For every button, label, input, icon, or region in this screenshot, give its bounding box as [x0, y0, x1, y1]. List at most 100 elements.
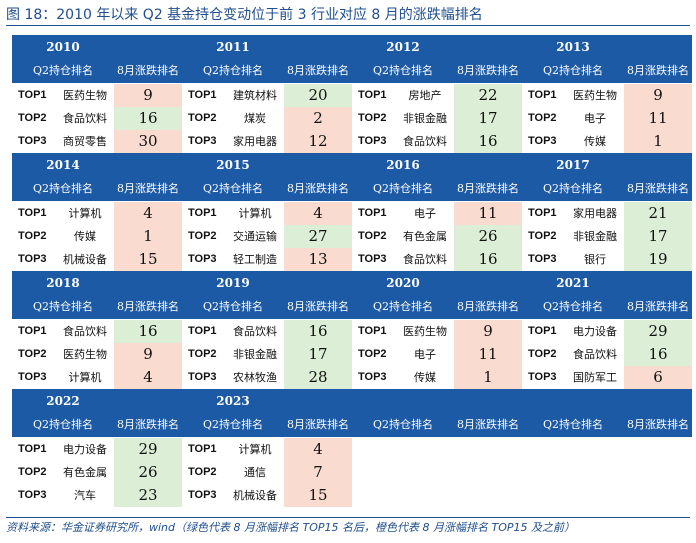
rank-label: TOP1	[358, 207, 387, 219]
rank-label: TOP1	[18, 89, 47, 101]
year-block: 2011 Q2持仓排名 8月涨跌排名 TOP1 建筑材料 20 TOP2 煤炭 2 TOP3 家用电…	[182, 35, 352, 153]
rank-label: TOP3	[528, 253, 557, 265]
year-header-row: 2010	[12, 35, 182, 59]
august-rank-cell: 2	[284, 107, 352, 130]
industry-cell: 医药生物	[63, 348, 107, 361]
header-industry: Q2持仓排名	[32, 418, 94, 431]
august-rank-cell: 17	[284, 343, 352, 366]
rank-label: TOP2	[528, 348, 557, 360]
year-header-row	[352, 389, 522, 413]
year-label: 2017	[556, 158, 590, 172]
industry-cell: 医药生物	[403, 325, 447, 338]
industry-cell: 传媒	[74, 230, 96, 243]
industry-cell: 传媒	[584, 135, 606, 148]
header-rank: 8月涨跌排名	[457, 300, 519, 313]
industry-cell: 食品饮料	[63, 112, 107, 125]
year-header-row: 2019	[182, 271, 352, 295]
august-rank-cell: 11	[624, 107, 692, 130]
august-rank-cell: 16	[624, 343, 692, 366]
year-block: 2022 Q2持仓排名 8月涨跌排名 TOP1 电力设备 29 TOP2 有色金属 26 TOP3…	[12, 389, 182, 507]
industry-cell: 家用电器	[573, 207, 617, 220]
column-header-row: Q2持仓排名 8月涨跌排名	[352, 413, 522, 437]
august-rank-cell: 16	[454, 130, 522, 153]
august-rank-cell: 1	[114, 225, 182, 248]
column-header-row: Q2持仓排名 8月涨跌排名	[522, 59, 692, 83]
rank-label: TOP3	[358, 253, 387, 265]
industry-cell: 轻工制造	[233, 253, 277, 266]
year-label: 2012	[386, 40, 420, 54]
year-label: 2021	[556, 276, 590, 290]
header-industry: Q2持仓排名	[542, 418, 604, 431]
column-header-row: Q2持仓排名 8月涨跌排名	[352, 295, 522, 319]
industry-cell: 汽车	[74, 489, 96, 502]
industry-cell: 建筑材料	[233, 89, 277, 102]
header-rank: 8月涨跌排名	[117, 418, 179, 431]
rank-label: TOP3	[188, 489, 217, 501]
year-block: 2013 Q2持仓排名 8月涨跌排名 TOP1 医药生物 9 TOP2 电子 11 TOP3 传媒 1	[522, 35, 692, 153]
year-block: 2016 Q2持仓排名 8月涨跌排名 TOP1 电子 11 TOP2 有色金属 26 TOP3 食品…	[352, 153, 522, 271]
rank-label: TOP3	[188, 135, 217, 147]
industry-cell: 计算机	[68, 371, 102, 384]
rank-label: TOP2	[358, 112, 387, 124]
industry-cell: 有色金属	[403, 230, 447, 243]
header-industry: Q2持仓排名	[32, 64, 94, 77]
august-rank-cell: 29	[114, 438, 182, 461]
header-industry: Q2持仓排名	[202, 182, 264, 195]
source-note: 资料来源：华金证券研究所，wind（绿色代表 8 月涨幅排名 TOP15 名后，…	[6, 517, 690, 537]
industry-cell: 传媒	[414, 371, 436, 384]
year-label	[352, 389, 454, 413]
august-rank-cell: 1	[624, 130, 692, 153]
august-rank-cell: 19	[624, 248, 692, 271]
industry-cell: 商贸零售	[63, 135, 107, 148]
rank-label: TOP3	[528, 371, 557, 383]
industry-cell: 电子	[414, 348, 436, 361]
rank-label: TOP3	[528, 135, 557, 147]
industry-cell: 食品饮料	[573, 348, 617, 361]
industry-cell: 食品饮料	[403, 135, 447, 148]
year-header-row: 2021	[522, 271, 692, 295]
industry-cell: 银行	[584, 253, 606, 266]
august-rank-cell: 12	[284, 130, 352, 153]
industry-cell: 电子	[584, 112, 606, 125]
rank-label: TOP1	[18, 325, 47, 337]
industry-cell: 电力设备	[573, 325, 617, 338]
header-rank: 8月涨跌排名	[627, 64, 689, 77]
rank-label: TOP1	[188, 443, 217, 455]
industry-cell: 机械设备	[233, 489, 277, 502]
rank-label: TOP3	[188, 253, 217, 265]
industry-cell: 煤炭	[244, 112, 266, 125]
year-block: 2019 Q2持仓排名 8月涨跌排名 TOP1 食品饮料 16 TOP2 非银金融 17 TOP3…	[182, 271, 352, 389]
year-header-row: 2016	[352, 153, 522, 177]
year-header-row: 2013	[522, 35, 692, 59]
rank-label: TOP3	[18, 253, 47, 265]
header-rank: 8月涨跌排名	[117, 64, 179, 77]
column-header-row: Q2持仓排名 8月涨跌排名	[182, 295, 352, 319]
rank-label: TOP2	[358, 348, 387, 360]
year-label: 2011	[216, 40, 250, 54]
column-header-row: Q2持仓排名 8月涨跌排名	[12, 413, 182, 437]
year-label: 2010	[46, 40, 80, 54]
industry-cell: 医药生物	[573, 89, 617, 102]
year-label: 2023	[216, 394, 250, 408]
header-industry: Q2持仓排名	[32, 300, 94, 313]
year-label: 2018	[46, 276, 80, 290]
year-block: 2023 Q2持仓排名 8月涨跌排名 TOP1 计算机 4 TOP2 通信 7 TOP3 机械设备 1…	[182, 389, 352, 507]
rank-label: TOP1	[528, 207, 557, 219]
august-rank-cell: 26	[454, 225, 522, 248]
august-rank-cell: 17	[624, 225, 692, 248]
august-rank-cell: 16	[284, 320, 352, 343]
year-label: 2016	[386, 158, 420, 172]
august-rank-cell: 9	[624, 84, 692, 107]
header-rank: 8月涨跌排名	[457, 182, 519, 195]
august-rank-cell: 17	[454, 107, 522, 130]
year-label: 2020	[386, 276, 420, 290]
rank-label: TOP1	[188, 207, 217, 219]
rank-label: TOP2	[18, 348, 47, 360]
column-header-row: Q2持仓排名 8月涨跌排名	[182, 59, 352, 83]
year-block: 2010 Q2持仓排名 8月涨跌排名 TOP1 医药生物 9 TOP2 食品饮料 16 TOP3 商…	[12, 35, 182, 153]
industry-cell: 国防军工	[573, 371, 617, 384]
august-rank-cell: 29	[624, 320, 692, 343]
industry-cell: 电子	[414, 207, 436, 220]
rank-label: TOP1	[358, 89, 387, 101]
year-header-row: 2017	[522, 153, 692, 177]
